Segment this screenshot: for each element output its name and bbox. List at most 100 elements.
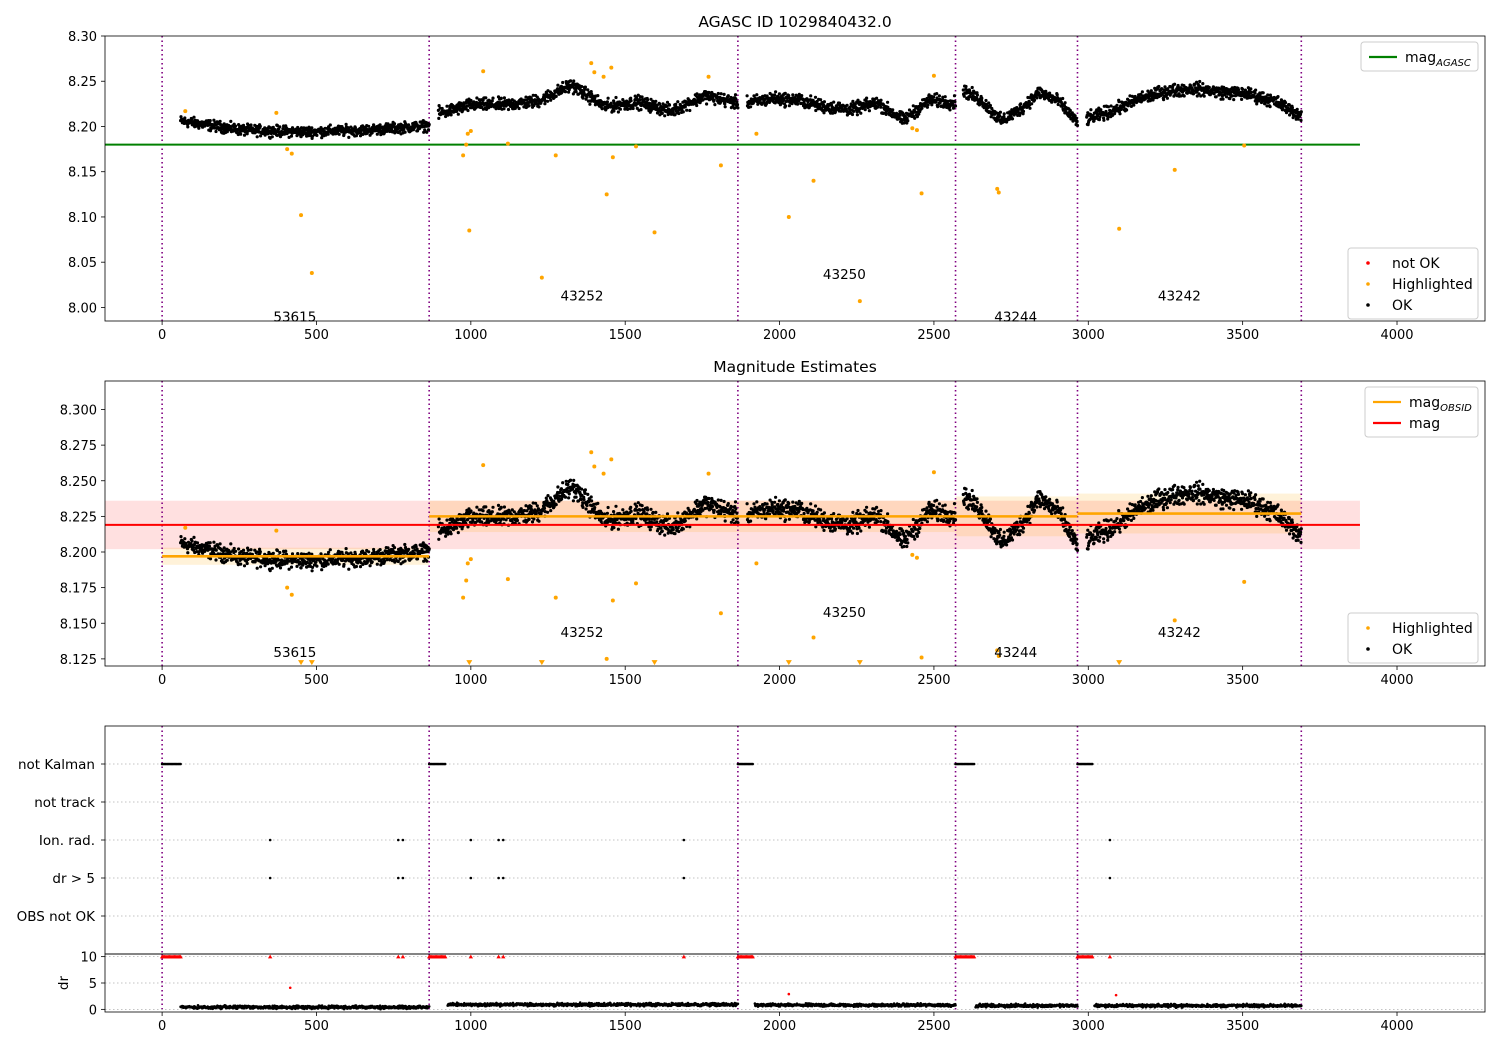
ok-point — [263, 126, 267, 130]
ok-point — [445, 104, 449, 108]
ok-point — [412, 551, 416, 556]
ok-point — [1283, 101, 1288, 105]
ok-point — [648, 528, 652, 532]
highlighted-point — [592, 70, 597, 75]
ok-point — [368, 564, 372, 568]
ok-point — [278, 566, 283, 570]
ok-point — [1157, 84, 1161, 89]
ok-point — [1106, 115, 1110, 119]
ok-point — [1106, 105, 1110, 109]
highlighted-point — [811, 178, 816, 183]
ok-point — [1132, 103, 1136, 107]
ok-point — [436, 108, 440, 112]
ok-point — [719, 498, 723, 502]
legend-marker — [1366, 303, 1370, 307]
ok-point — [437, 104, 441, 108]
x-tick-label: 3000 — [1072, 328, 1105, 343]
ok-point — [326, 132, 330, 136]
ok-point — [567, 496, 571, 500]
y-tick-label: 8.15 — [68, 166, 97, 181]
ok-point — [207, 544, 212, 548]
ok-point — [716, 498, 720, 502]
ok-point — [655, 520, 659, 524]
ok-point — [600, 107, 604, 111]
ok-point — [1224, 95, 1229, 99]
ok-point — [328, 123, 332, 127]
ok-point — [259, 565, 263, 569]
ok-point — [695, 498, 699, 503]
ok-point — [549, 98, 553, 102]
ok-point — [407, 547, 411, 552]
ok-point — [749, 519, 753, 523]
ok-point — [448, 106, 452, 110]
ok-point — [255, 566, 259, 570]
ok-point — [783, 91, 787, 95]
highlighted-point — [634, 144, 639, 149]
ok-point — [398, 557, 402, 561]
ok-point — [484, 505, 488, 509]
ok-point — [310, 569, 314, 573]
ok-point — [572, 478, 576, 482]
ok-point — [490, 510, 494, 514]
ok-point — [863, 108, 867, 112]
ok-point — [948, 108, 952, 112]
ok-point — [832, 100, 836, 104]
ok-point — [437, 537, 441, 541]
ok-point — [1214, 95, 1218, 99]
ok-point — [354, 564, 358, 569]
ok-point — [729, 504, 733, 508]
ok-point — [572, 79, 576, 83]
ok-point — [1240, 97, 1244, 101]
ok-point — [998, 110, 1003, 114]
ok-point — [567, 90, 571, 94]
ok-point — [569, 478, 573, 482]
ok-point — [517, 106, 521, 111]
ok-point — [569, 79, 573, 83]
x-tick-label: 1000 — [454, 328, 487, 343]
ok-point — [491, 96, 495, 100]
ok-point — [484, 96, 488, 100]
ok-point — [358, 565, 363, 569]
ok-point — [606, 96, 610, 100]
ok-point — [449, 113, 453, 117]
ok-point — [246, 548, 250, 552]
ok-point — [425, 130, 429, 134]
ok-point — [270, 566, 274, 570]
ok-point — [1055, 93, 1059, 97]
ok-point — [1182, 94, 1186, 98]
ok-point — [723, 105, 727, 109]
highlighted-point — [786, 214, 791, 219]
x-tick-label: 4000 — [1380, 328, 1413, 343]
ok-point — [327, 550, 331, 555]
ok-point — [1290, 106, 1294, 110]
ok-point — [859, 111, 863, 115]
ok-point — [1162, 98, 1166, 102]
ok-point — [665, 512, 670, 516]
ok-point — [676, 100, 680, 104]
ok-point — [777, 499, 782, 503]
ok-point — [663, 114, 667, 118]
ok-point — [773, 500, 777, 504]
highlighted-point — [481, 69, 486, 74]
ok-point — [561, 481, 565, 485]
ok-point — [276, 558, 281, 562]
ok-point — [590, 499, 594, 503]
highlighted-point — [285, 147, 290, 152]
ok-point — [392, 122, 397, 126]
ok-point — [1173, 82, 1177, 86]
ok-point — [659, 526, 663, 530]
ok-point — [378, 123, 382, 127]
ok-point — [731, 518, 735, 522]
ok-point — [755, 93, 759, 97]
ok-point — [777, 92, 782, 96]
ok-point — [722, 499, 726, 504]
ok-point — [618, 107, 623, 111]
ok-point — [566, 482, 570, 487]
x-tick-label: 2500 — [917, 328, 950, 343]
ok-point — [784, 104, 788, 108]
ok-point — [984, 98, 988, 103]
ok-point — [378, 548, 382, 552]
ok-point — [953, 100, 957, 104]
ok-point — [911, 104, 915, 108]
ok-point — [593, 506, 597, 510]
